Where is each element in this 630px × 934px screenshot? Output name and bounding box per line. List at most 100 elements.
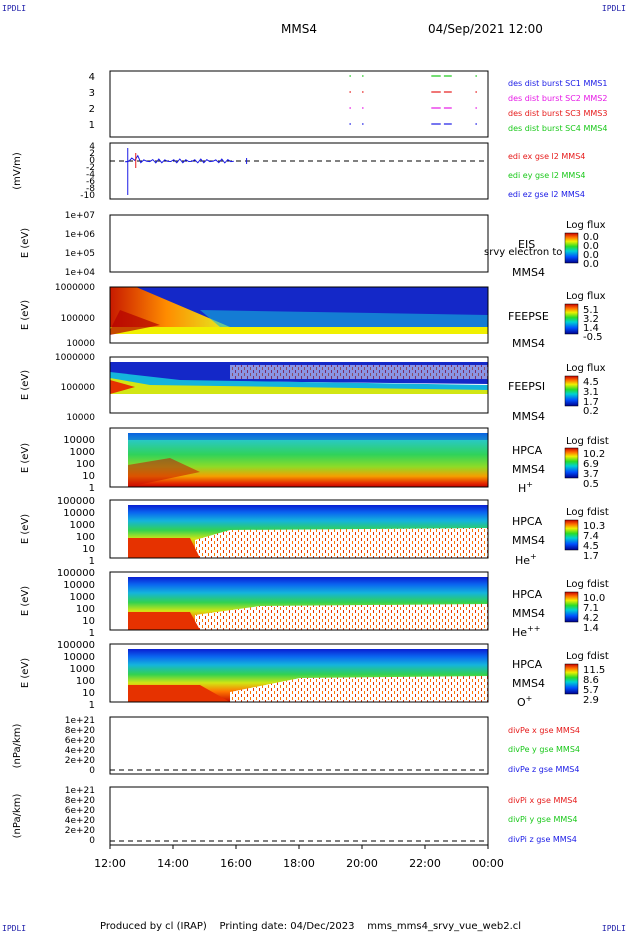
colorbar-label: 10.0 <box>583 593 605 604</box>
panel-feepsi: E (eV) 1000000 100000 10000 FEEPSI MMS4 <box>20 353 545 423</box>
colorbar-label: 0.0 <box>583 232 599 243</box>
y-tick-label: 100 <box>76 532 95 543</box>
spectrogram-core <box>128 612 200 630</box>
edi-trace-z <box>125 154 234 164</box>
y-tick-label: 4e+20 <box>65 816 96 826</box>
instrument-label: HPCA <box>512 658 543 671</box>
colorbar-label: 10.2 <box>583 449 605 460</box>
panel-frame <box>109 786 489 846</box>
spectrogram-floor <box>110 327 488 334</box>
colorbar-eis: Log flux 0.0 0.0 0.0 0.0 <box>564 220 606 270</box>
legend-edi-ey: edi ey gse l2 MMS4 <box>508 171 586 180</box>
corner-tag-top-right: IPDLI <box>601 4 626 13</box>
corner-tag-bottom-left: IPDLI <box>2 924 27 933</box>
y-tick-label: -10 <box>80 191 95 201</box>
panel-divpe: (nPa/km) 1e+21 8e+20 6e+20 4e+20 2e+20 0… <box>12 716 580 776</box>
panel-feepse: E (eV) 1000000 100000 10000 FEEPSE MMS4 <box>20 283 549 350</box>
panel-burst-availability: 4 3 2 1 des dist burst SC1 MMS1 des dist… <box>89 70 607 138</box>
y-tick-label: 100000 <box>57 496 95 507</box>
spectrogram-empty <box>110 334 488 343</box>
x-axis: 12:00 14:00 16:00 18:00 20:00 22:00 00:00 <box>94 845 504 870</box>
y-tick-label: 10000 <box>63 508 95 519</box>
panel-frame <box>109 716 489 775</box>
y-tick-label: 6e+20 <box>65 806 96 816</box>
legend-sc4: des dist burst SC4 MMS4 <box>508 124 607 133</box>
y-tick-label: 0 <box>89 836 95 846</box>
colorbar-feepse: Log flux 5.1 3.2 1.4 -0.5 <box>564 291 606 343</box>
y-tick-label: 100000 <box>61 383 96 393</box>
colorbar-label: 4.2 <box>583 613 599 624</box>
y-tick-label: 10 <box>82 471 95 482</box>
colorbar-label: 3.2 <box>583 314 599 325</box>
y-tick-label: 1e+06 <box>65 230 96 240</box>
colorbar-feepsi: Log flux 4.5 3.1 1.7 0.2 <box>564 363 606 417</box>
y-tick-label: 1000 <box>70 592 95 603</box>
x-tick-label: 12:00 <box>94 857 126 870</box>
panel-frame <box>109 286 489 344</box>
legend-sc2: des dist burst SC2 MMS2 <box>508 94 607 103</box>
instrument-label: HPCA <box>512 515 543 528</box>
colorbar-label: 10.3 <box>583 521 605 532</box>
colorbar-label: 1.4 <box>583 623 599 634</box>
y-tick-label: 8e+20 <box>65 796 96 806</box>
header-spacecraft: MMS4 <box>281 22 317 36</box>
spectrogram-top <box>128 433 488 440</box>
panel-frame <box>109 142 489 200</box>
colorbar-label: 0.0 <box>583 250 599 261</box>
spectrogram-noise <box>195 604 488 630</box>
colorbar-label: 5.1 <box>583 305 599 316</box>
y-tick-label: -8 <box>86 184 95 194</box>
y-axis-label: E (eV) <box>20 300 31 330</box>
colorbar-label: 1.7 <box>583 551 599 562</box>
y-tick-label: 4 <box>89 142 95 152</box>
instrument-label: FEEPSI <box>508 380 545 393</box>
y-tick-label: 1000 <box>70 664 95 675</box>
legend-edi-ex: edi ex gse l2 MMS4 <box>508 152 585 161</box>
y-tick-label: 10000 <box>66 413 95 423</box>
colorbar-label: 7.4 <box>583 531 599 542</box>
colorbar-label: 0.0 <box>583 259 599 270</box>
colorbar-label: 1.4 <box>583 323 599 334</box>
y-tick-label: 4 <box>89 72 95 83</box>
legend-divpi-x: divPi x gse MMS4 <box>508 796 577 805</box>
colorbar-label: 4.5 <box>583 377 599 388</box>
y-tick-label: 1000 <box>70 447 95 458</box>
colorbar-label: -0.5 <box>583 332 603 343</box>
colorbar-title: Log fdist <box>566 579 609 590</box>
y-tick-label: 10 <box>82 616 95 627</box>
burst-segments <box>349 75 477 125</box>
colorbar <box>564 663 579 695</box>
species-label: He++ <box>512 624 540 639</box>
y-tick-label: 10000 <box>63 435 95 446</box>
legend-edi-ez: edi ez gse l2 MMS4 <box>508 190 585 199</box>
y-tick-label: 10000 <box>63 580 95 591</box>
colorbar-title: Log fdist <box>566 651 609 662</box>
y-tick-label: 10000 <box>63 652 95 663</box>
y-tick-label: 3 <box>89 88 95 99</box>
spectrogram-core <box>110 310 160 335</box>
x-tick-label: 22:00 <box>409 857 441 870</box>
spectrogram-core <box>128 538 200 558</box>
panel-divpi: (nPa/km) 1e+21 8e+20 6e+20 4e+20 2e+20 0… <box>12 786 577 846</box>
instrument-label: FEEPSE <box>508 310 549 323</box>
colorbar-label: 3.1 <box>583 387 599 398</box>
y-axis-label: E (eV) <box>20 586 31 616</box>
species-label: O+ <box>517 694 532 709</box>
colorbar-label: 2.9 <box>583 695 599 706</box>
panel-edi-efield: (mV/m) 4 2 0 -2 -4 -6 -8 -10 edi ex gse … <box>12 142 586 201</box>
panel-frame <box>109 427 489 488</box>
spectrogram-noise <box>195 528 488 558</box>
y-tick-label: 1e+21 <box>65 716 95 726</box>
y-tick-label: 1 <box>89 120 95 131</box>
y-axis-label: (nPa/km) <box>12 724 23 769</box>
y-tick-label: 1e+05 <box>65 249 95 259</box>
y-tick-label: -6 <box>86 177 95 187</box>
legend-sc3: des dist burst SC3 MMS3 <box>508 109 607 118</box>
y-tick-label: 6e+20 <box>65 736 96 746</box>
y-tick-label: 4e+20 <box>65 746 96 756</box>
spacecraft-label: MMS4 <box>512 463 545 476</box>
colorbar <box>564 591 579 623</box>
colorbar-label: 4.5 <box>583 541 599 552</box>
panel-frame <box>109 643 489 703</box>
panel-eis: E (eV) 1e+07 1e+06 1e+05 1e+04 EIS MMS4 … <box>20 211 562 279</box>
